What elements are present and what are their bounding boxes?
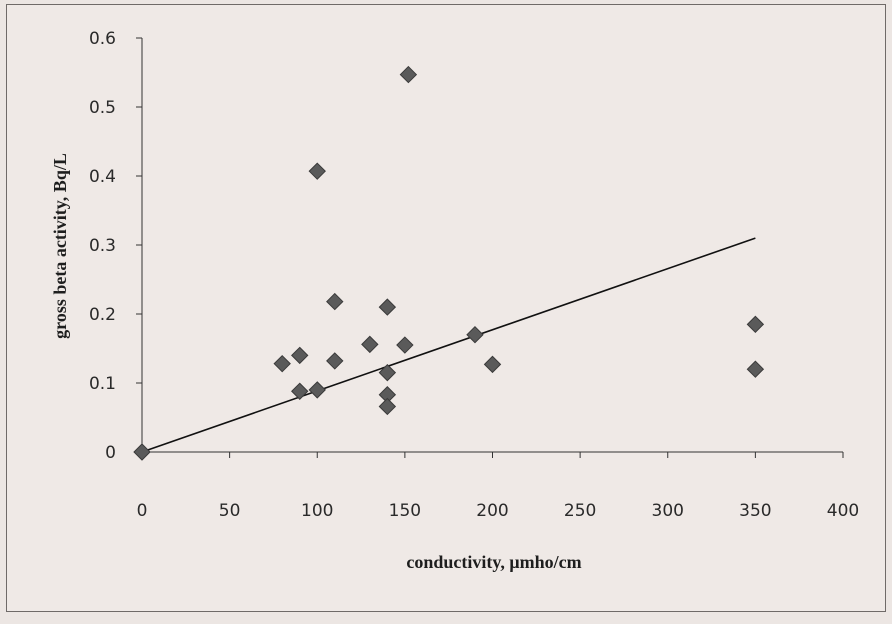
data-point	[378, 363, 397, 382]
x-tick-label: 0	[137, 501, 148, 521]
data-point	[483, 355, 502, 374]
data-point	[378, 298, 397, 316]
x-tick-label: 100	[301, 501, 333, 521]
data-point	[746, 360, 765, 378]
data-point	[746, 315, 765, 334]
y-axis-title: gross beta activity, Bq/L	[50, 153, 70, 339]
x-tick-label: 250	[564, 501, 596, 521]
data-point	[291, 382, 309, 400]
y-tick-label: 0.4	[89, 167, 116, 187]
x-tick-label: 50	[219, 501, 241, 521]
data-point	[133, 443, 151, 461]
data-point	[308, 381, 326, 399]
x-tick-label: 150	[389, 501, 421, 521]
y-tick-label: 0.1	[89, 374, 116, 394]
data-point	[326, 352, 344, 370]
x-tick-label: 350	[739, 501, 771, 521]
data-point	[361, 335, 379, 354]
data-point	[308, 162, 326, 180]
y-tick-label: 0	[105, 443, 116, 463]
data-point	[378, 397, 397, 416]
x-axis-title: conductivity, μmho/cm	[406, 552, 581, 572]
axes	[136, 37, 844, 458]
data-point	[396, 336, 414, 354]
data-point	[466, 325, 484, 344]
y-tick-label: 0.3	[89, 236, 116, 256]
x-tick-label: 200	[476, 501, 508, 521]
y-tick-label: 0.5	[89, 98, 116, 118]
data-point	[291, 346, 309, 365]
y-tick-label: 0.6	[89, 29, 116, 49]
x-tick-label: 400	[827, 501, 859, 521]
data-point	[273, 354, 291, 373]
trendline	[141, 237, 756, 453]
tick-labels: 0 50 100 150 200 250 300 350 400 0 0.1 0.2 0.3 0.4 0.5…	[89, 29, 859, 521]
data-markers	[133, 65, 765, 461]
data-point	[399, 65, 418, 84]
x-tick-label: 300	[652, 501, 684, 521]
data-point	[326, 292, 344, 311]
chart-frame	[6, 4, 886, 612]
y-tick-label: 0.2	[89, 305, 116, 325]
